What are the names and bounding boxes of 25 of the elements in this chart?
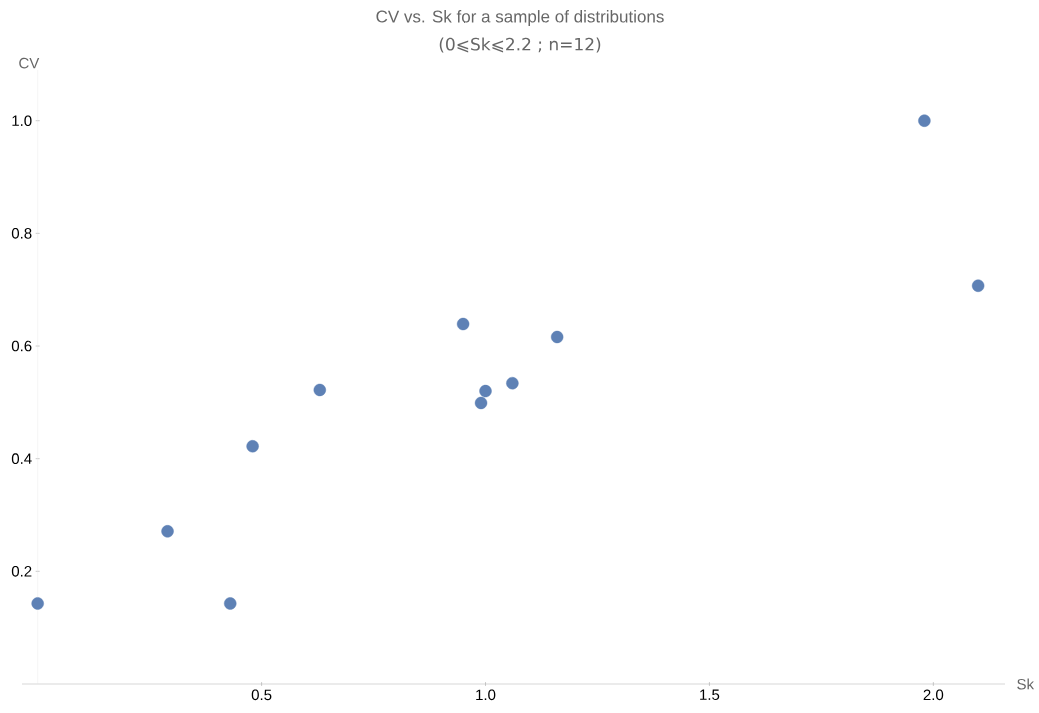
point bbox=[224, 597, 237, 610]
point bbox=[246, 440, 259, 453]
y-axis-title: CV bbox=[19, 57, 40, 69]
x-axis-title: Sk bbox=[1017, 678, 1035, 690]
y-tick-label: 0.8 bbox=[11, 228, 32, 239]
point bbox=[506, 377, 519, 390]
point bbox=[550, 330, 564, 344]
point bbox=[456, 317, 470, 331]
point bbox=[313, 383, 327, 397]
x-tick-label: 1.5 bbox=[700, 689, 720, 700]
point bbox=[474, 396, 488, 410]
chart-title: CV vs. Sk for a sample of distributions bbox=[376, 10, 664, 26]
point bbox=[31, 597, 44, 610]
x-tick-label: 2.0 bbox=[923, 689, 944, 701]
point bbox=[161, 525, 174, 538]
point bbox=[971, 279, 985, 292]
y-tick-label: 1.0 bbox=[12, 115, 32, 126]
chart-subtitle: (0⩽Sk⩽2.2 ; n=12) bbox=[439, 37, 601, 53]
x-tick-label: 0.5 bbox=[251, 689, 272, 701]
x-tick-label: 1.0 bbox=[476, 689, 496, 701]
y-tick-label: 0.2 bbox=[11, 566, 32, 577]
point bbox=[479, 384, 492, 398]
y-tick-label: 0.4 bbox=[11, 453, 32, 464]
point bbox=[918, 114, 931, 127]
y-tick-label: 0.6 bbox=[11, 340, 32, 352]
